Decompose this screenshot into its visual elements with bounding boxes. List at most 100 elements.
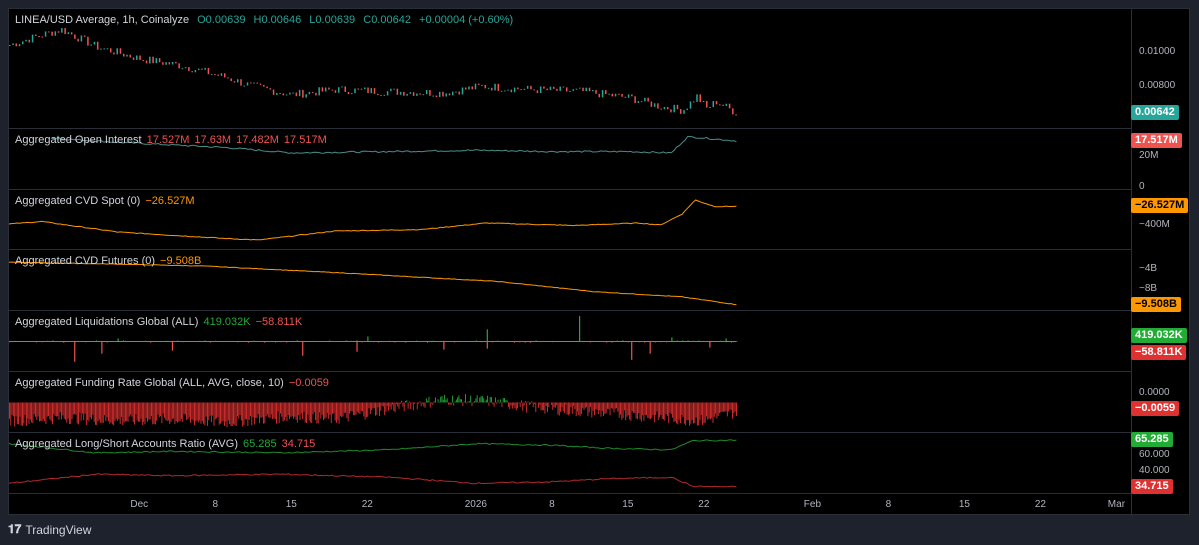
price-candle: [465, 87, 467, 90]
funding-bar: [324, 402, 326, 419]
funding-bar: [67, 402, 69, 419]
time-label: 22: [1034, 499, 1046, 510]
price-candle: [204, 67, 206, 70]
funding-bar: [61, 402, 63, 420]
funding-bar: [167, 402, 169, 421]
price-legend: LINEA/USD Average, 1h, Coinalyze O0.0063…: [15, 14, 513, 26]
price-candle: [709, 107, 711, 109]
price-candle: [220, 73, 223, 76]
time-label: 15: [958, 499, 970, 510]
price-candle: [282, 93, 285, 96]
funding-bar: [93, 402, 95, 422]
price-candle: [719, 104, 721, 106]
funding-bar: [355, 402, 357, 415]
funding-bar: [68, 402, 70, 424]
funding-bar: [173, 402, 175, 419]
time-label: 22: [698, 499, 710, 510]
price-candle: [513, 87, 516, 93]
long-short-pane[interactable]: Aggregated Long/Short Accounts Ratio (AV…: [9, 433, 1131, 494]
price-candle: [126, 54, 128, 57]
price-candle: [328, 87, 330, 90]
liq-bar: [557, 341, 559, 343]
funding-bar: [465, 394, 466, 403]
funding-bar: [634, 402, 636, 414]
funding-bar: [575, 402, 577, 416]
funding-badge: −0.0059: [1131, 401, 1180, 416]
time-axis[interactable]: Dec 8 15 22 2026 8 15 22 Feb 8 15 22 Mar: [9, 494, 1131, 516]
price-candle: [429, 90, 431, 96]
price-candle: [608, 93, 610, 95]
funding-bar: [102, 402, 104, 423]
price-candle: [390, 88, 392, 92]
price-candle: [113, 52, 115, 55]
funding-bar: [89, 402, 91, 418]
price-candle: [373, 88, 376, 94]
funding-bar: [317, 402, 319, 424]
funding-bar: [691, 402, 693, 420]
price-candle: [171, 61, 174, 65]
liq-title: Aggregated Liquidations Global (ALL): [15, 316, 199, 328]
price-candle: [484, 84, 487, 89]
funding-pane[interactable]: Aggregated Funding Rate Global (ALL, AVG…: [9, 372, 1131, 433]
funding-bar: [646, 402, 647, 415]
funding-bar: [385, 402, 387, 412]
funding-bar: [609, 402, 611, 416]
funding-bar: [379, 402, 380, 417]
price-candle: [693, 101, 695, 103]
liq-bar: [237, 341, 238, 343]
funding-bar: [212, 402, 214, 416]
price-candle: [292, 92, 294, 94]
price-candle: [491, 87, 493, 91]
funding-bar: [145, 402, 147, 418]
liq-long-badge: 419.032K: [1131, 328, 1187, 343]
chart-area[interactable]: LINEA/USD Average, 1h, Coinalyze O0.0063…: [8, 8, 1190, 516]
price-candle: [103, 48, 105, 50]
funding-bar: [143, 402, 145, 422]
funding-bar: [424, 402, 426, 408]
funding-bar: [62, 402, 64, 416]
funding-bar: [140, 402, 142, 419]
price-candle: [627, 94, 630, 98]
price-candle: [679, 109, 682, 114]
funding-bar: [233, 402, 234, 424]
price-candle: [298, 89, 301, 97]
liq-bar: [698, 340, 700, 342]
funding-bar: [381, 402, 383, 407]
funding-bar: [635, 402, 637, 419]
funding-bar: [454, 401, 456, 403]
liq-bar: [475, 340, 477, 342]
open-interest-pane[interactable]: Aggregated Open Interest 17.527M 17.63M 17.…: [9, 129, 1131, 190]
liq-bar: [14, 340, 16, 342]
liq-bar: [345, 340, 347, 342]
funding-bar: [414, 402, 416, 404]
price-candle: [250, 82, 252, 84]
funding-bar: [42, 402, 44, 420]
liquidations-pane[interactable]: Aggregated Liquidations Global (ALL) 419.…: [9, 311, 1131, 372]
cvd-spot-pane[interactable]: Aggregated CVD Spot (0) −26.527M: [9, 190, 1131, 250]
tradingview-logo[interactable]: 𝟏𝟕 TradingView: [8, 522, 91, 537]
funding-bar: [631, 402, 633, 412]
funding-bar: [226, 402, 228, 428]
price-candle: [178, 63, 180, 69]
funding-bar: [341, 402, 343, 418]
funding-bar: [579, 402, 581, 417]
funding-bar: [302, 402, 304, 419]
funding-bar: [517, 402, 519, 409]
funding-bar: [313, 402, 315, 413]
symbol-title[interactable]: LINEA/USD Average, 1h, Coinalyze: [15, 14, 190, 26]
liq-bar: [85, 341, 86, 343]
funding-bar: [711, 402, 713, 419]
funding-bar: [476, 395, 478, 403]
price-candle: [676, 104, 679, 110]
price-pane[interactable]: LINEA/USD Average, 1h, Coinalyze O0.0063…: [9, 9, 1131, 129]
funding-bar: [213, 402, 215, 426]
funding-bar: [491, 397, 492, 403]
price-candle: [129, 54, 132, 58]
liq-bar: [665, 341, 667, 343]
funding-bar: [640, 402, 642, 422]
funding-bar: [180, 402, 182, 419]
price-candle: [383, 94, 386, 96]
funding-bar: [498, 402, 500, 404]
price-candle: [689, 101, 692, 109]
cvd-futures-pane[interactable]: Aggregated CVD Futures (0) −9.508B: [9, 250, 1131, 311]
